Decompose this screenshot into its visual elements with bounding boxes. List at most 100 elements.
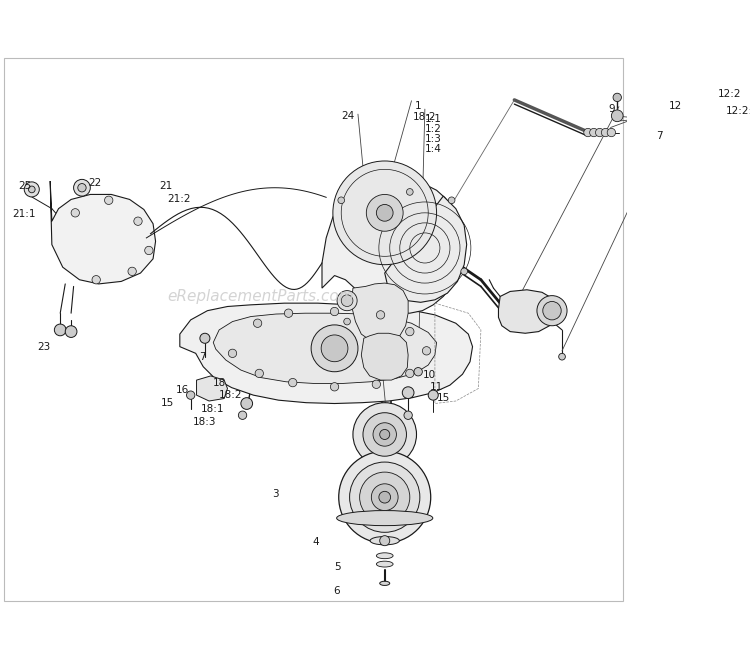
Text: 1:4: 1:4 <box>424 144 442 154</box>
Circle shape <box>28 186 35 192</box>
Polygon shape <box>362 333 408 380</box>
Circle shape <box>559 353 566 360</box>
Circle shape <box>321 335 348 362</box>
Polygon shape <box>499 290 557 333</box>
Circle shape <box>360 472 410 523</box>
Text: 1:1: 1:1 <box>424 114 442 124</box>
Circle shape <box>289 378 297 387</box>
Circle shape <box>402 387 414 399</box>
Text: 6: 6 <box>333 586 340 596</box>
Circle shape <box>376 310 385 319</box>
Circle shape <box>537 296 567 326</box>
Ellipse shape <box>376 561 393 567</box>
Circle shape <box>92 275 100 284</box>
Circle shape <box>379 492 391 503</box>
Circle shape <box>608 129 616 136</box>
Text: 15: 15 <box>436 393 450 403</box>
Circle shape <box>350 462 420 532</box>
Circle shape <box>330 307 339 316</box>
Circle shape <box>65 326 77 337</box>
Circle shape <box>337 291 357 310</box>
Circle shape <box>602 129 610 136</box>
Ellipse shape <box>380 581 390 585</box>
Text: 10: 10 <box>423 370 436 380</box>
Circle shape <box>404 411 412 419</box>
Circle shape <box>338 197 344 204</box>
Circle shape <box>54 324 66 336</box>
Circle shape <box>414 368 422 376</box>
Circle shape <box>422 347 430 355</box>
Text: 21:2: 21:2 <box>167 194 190 204</box>
Circle shape <box>344 318 350 325</box>
Polygon shape <box>322 179 462 313</box>
Circle shape <box>380 536 390 546</box>
Circle shape <box>74 179 90 196</box>
Text: 3: 3 <box>273 489 279 499</box>
Circle shape <box>71 209 80 217</box>
Circle shape <box>228 349 237 358</box>
Circle shape <box>24 182 39 197</box>
Circle shape <box>145 246 153 254</box>
Circle shape <box>380 430 390 440</box>
Polygon shape <box>50 181 155 284</box>
Circle shape <box>238 411 247 419</box>
Circle shape <box>241 397 253 409</box>
Circle shape <box>254 319 262 328</box>
Text: 25: 25 <box>19 181 32 191</box>
Circle shape <box>428 390 438 400</box>
Circle shape <box>373 423 397 446</box>
Circle shape <box>341 295 353 306</box>
Circle shape <box>543 301 561 320</box>
Circle shape <box>311 325 358 372</box>
Text: 18:3: 18:3 <box>192 417 216 427</box>
Text: 22: 22 <box>88 178 102 188</box>
Text: 5: 5 <box>334 562 341 573</box>
Circle shape <box>187 391 195 399</box>
Text: 4: 4 <box>313 537 320 548</box>
Polygon shape <box>180 303 472 403</box>
Circle shape <box>371 484 398 511</box>
Circle shape <box>406 188 413 195</box>
Text: 12:2: 12:2 <box>718 89 741 99</box>
Ellipse shape <box>370 536 399 545</box>
Text: 21:1: 21:1 <box>13 210 36 219</box>
Circle shape <box>78 184 86 192</box>
Circle shape <box>333 161 436 265</box>
Circle shape <box>372 380 380 388</box>
Text: 18: 18 <box>213 378 226 388</box>
Circle shape <box>104 196 113 204</box>
Polygon shape <box>351 283 408 343</box>
Text: 7: 7 <box>199 352 206 362</box>
Polygon shape <box>213 313 436 384</box>
Text: 12: 12 <box>669 101 682 111</box>
Circle shape <box>284 309 292 318</box>
Polygon shape <box>196 376 227 401</box>
Text: 11: 11 <box>430 382 443 391</box>
Ellipse shape <box>337 511 433 526</box>
Text: eReplacementParts.com: eReplacementParts.com <box>167 289 354 304</box>
Text: 18:1: 18:1 <box>201 403 224 413</box>
Text: 18:2: 18:2 <box>413 113 436 123</box>
Text: 16: 16 <box>176 385 189 395</box>
Circle shape <box>353 403 416 467</box>
Circle shape <box>363 413 407 456</box>
Circle shape <box>255 369 263 378</box>
Text: 12:2:1: 12:2:1 <box>726 106 750 116</box>
Circle shape <box>339 451 430 543</box>
Circle shape <box>406 328 414 336</box>
Circle shape <box>330 383 339 391</box>
Text: 21: 21 <box>159 181 172 191</box>
Text: 18:2: 18:2 <box>219 390 242 400</box>
Text: 7: 7 <box>656 131 662 141</box>
Text: 1:3: 1:3 <box>424 134 442 144</box>
Circle shape <box>611 110 623 122</box>
Circle shape <box>448 197 455 204</box>
Circle shape <box>596 129 604 136</box>
Text: 23: 23 <box>37 341 50 352</box>
Circle shape <box>128 267 136 275</box>
Circle shape <box>406 369 414 378</box>
Circle shape <box>134 217 142 225</box>
Text: 24: 24 <box>341 111 355 121</box>
Polygon shape <box>385 196 466 302</box>
Circle shape <box>613 93 622 101</box>
